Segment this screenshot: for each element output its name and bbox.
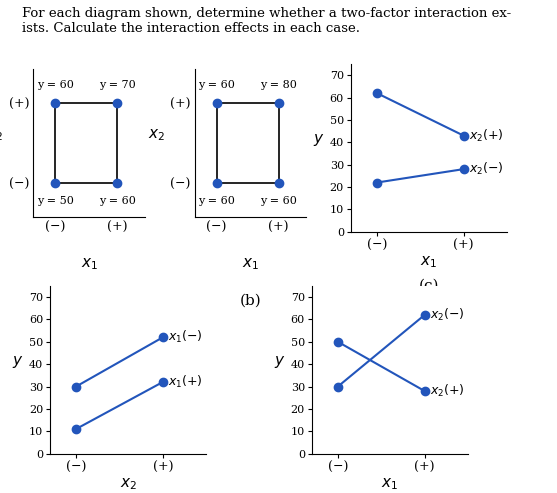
X-axis label: $x_1$: $x_1$ [421, 254, 437, 270]
Text: y = 60: y = 60 [198, 80, 235, 90]
Y-axis label: $x_2$: $x_2$ [148, 127, 165, 143]
Text: (a): (a) [79, 294, 100, 308]
X-axis label: $x_1$: $x_1$ [81, 256, 97, 272]
Text: ists. Calculate the interaction effects in each case.: ists. Calculate the interaction effects … [22, 22, 360, 35]
Text: y = 70: y = 70 [99, 80, 135, 90]
Text: $x_1(-)$: $x_1(-)$ [168, 329, 203, 346]
Text: y = 80: y = 80 [260, 80, 297, 90]
X-axis label: $x_1$: $x_1$ [242, 256, 259, 272]
Text: (b): (b) [240, 294, 262, 308]
Y-axis label: $y$: $y$ [313, 132, 324, 148]
Y-axis label: $y$: $y$ [274, 354, 285, 370]
Text: $x_2(+)$: $x_2(+)$ [430, 383, 465, 399]
Text: (c): (c) [419, 279, 439, 293]
Text: y = 60: y = 60 [37, 80, 74, 90]
Text: $x_1(+)$: $x_1(+)$ [168, 374, 203, 390]
X-axis label: $x_2$: $x_2$ [120, 476, 136, 492]
Text: $x_2(+)$: $x_2(+)$ [469, 128, 504, 143]
X-axis label: $x_1$: $x_1$ [382, 476, 398, 492]
Text: For each diagram shown, determine whether a two-factor interaction ex-: For each diagram shown, determine whethe… [22, 7, 511, 20]
Text: $x_2(-)$: $x_2(-)$ [430, 307, 465, 323]
Text: y = 60: y = 60 [260, 196, 297, 206]
Y-axis label: $y$: $y$ [12, 354, 23, 370]
Text: y = 50: y = 50 [37, 196, 74, 206]
Text: $x_2(-)$: $x_2(-)$ [469, 161, 504, 177]
Text: y = 60: y = 60 [99, 196, 135, 206]
Text: y = 60: y = 60 [198, 196, 235, 206]
Y-axis label: $x_2$: $x_2$ [0, 127, 3, 143]
